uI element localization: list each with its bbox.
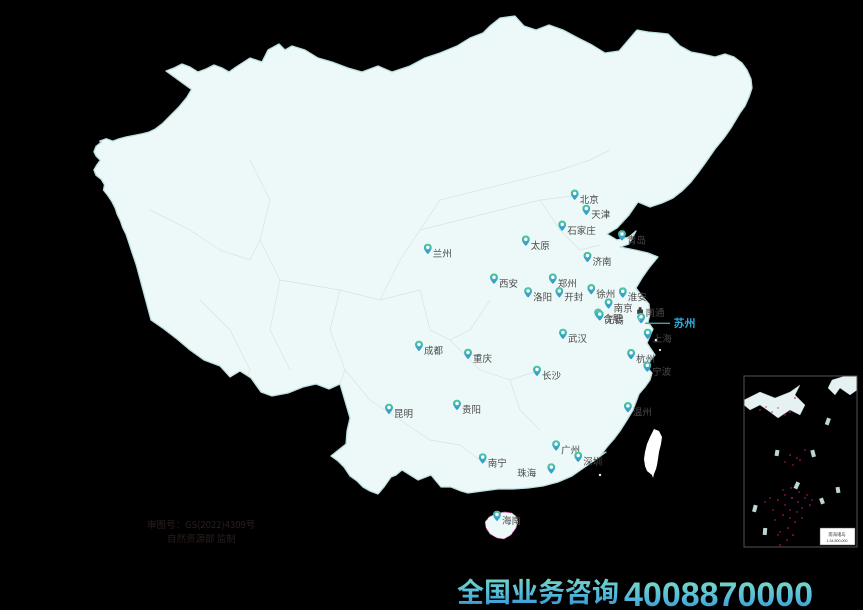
svg-text:北京: 北京 xyxy=(580,192,599,206)
svg-text:天津: 天津 xyxy=(591,207,611,221)
svg-text:上海: 上海 xyxy=(653,331,673,345)
svg-text:昆明: 昆明 xyxy=(394,406,413,420)
svg-text:温州: 温州 xyxy=(633,404,652,418)
svg-text:海南: 海南 xyxy=(502,513,521,527)
svg-text:1:34,800,000: 1:34,800,000 xyxy=(827,539,848,543)
svg-text:重庆: 重庆 xyxy=(473,351,493,365)
svg-text:贵阳: 贵阳 xyxy=(462,402,481,416)
svg-text:石家庄: 石家庄 xyxy=(567,223,596,237)
svg-text:开封: 开封 xyxy=(564,290,584,304)
svg-text:宁波: 宁波 xyxy=(652,364,672,378)
svg-text:4008870000: 4008870000 xyxy=(624,576,813,610)
svg-text:珠海: 珠海 xyxy=(517,466,537,480)
svg-text:无锡: 无锡 xyxy=(605,313,624,327)
svg-text:南通: 南通 xyxy=(646,305,666,319)
svg-text:审图号：GS(2022)4309号: 审图号：GS(2022)4309号 xyxy=(147,517,255,531)
svg-text:武汉: 武汉 xyxy=(568,331,588,345)
svg-text:自然资源部 监制: 自然资源部 监制 xyxy=(167,531,236,545)
svg-text:苏州: 苏州 xyxy=(674,315,696,331)
svg-text:徐州: 徐州 xyxy=(596,286,615,300)
svg-text:长沙: 长沙 xyxy=(542,368,562,382)
svg-text:南海诸岛: 南海诸岛 xyxy=(828,531,845,538)
svg-text:济南: 济南 xyxy=(593,254,612,268)
svg-text:成都: 成都 xyxy=(424,343,444,357)
svg-text:深圳: 深圳 xyxy=(583,454,602,468)
svg-text:太原: 太原 xyxy=(531,238,550,252)
svg-text:南宁: 南宁 xyxy=(488,456,507,470)
svg-text:洛阳: 洛阳 xyxy=(533,290,552,304)
svg-text:西安: 西安 xyxy=(499,276,518,290)
svg-text:青岛: 青岛 xyxy=(627,233,646,247)
svg-text:兰州: 兰州 xyxy=(433,246,452,260)
svg-text:全国业务咨询: 全国业务咨询 xyxy=(457,571,619,610)
